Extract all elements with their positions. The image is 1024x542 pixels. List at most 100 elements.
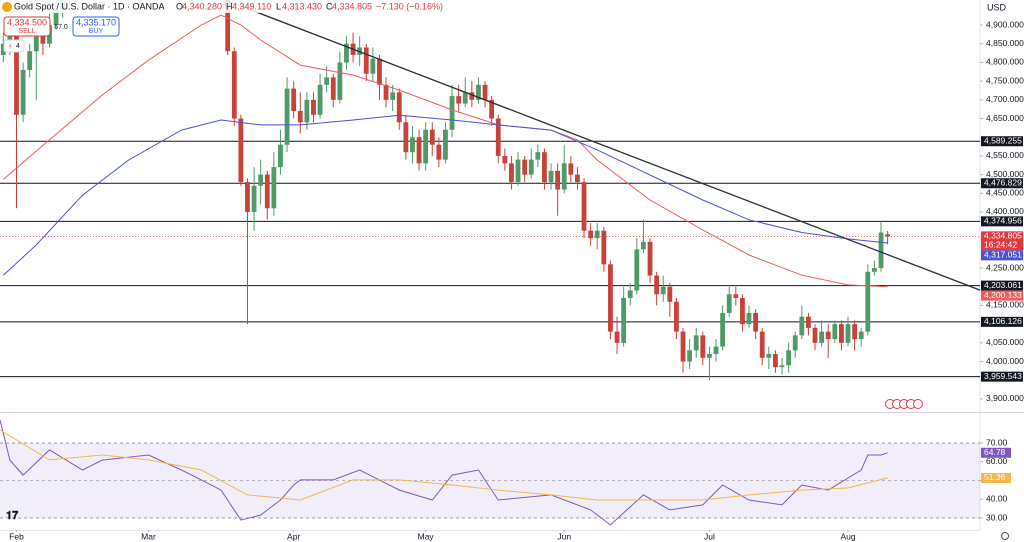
candle-body <box>238 118 244 183</box>
candle-body <box>858 331 864 340</box>
candle-body <box>489 99 495 119</box>
candle-body <box>515 159 521 183</box>
candle-body <box>885 234 891 237</box>
candle-body <box>878 232 884 269</box>
candle-body <box>647 241 653 276</box>
candle-body <box>845 324 851 343</box>
price-label-text: 4,476.829 <box>984 178 1022 188</box>
candle-body <box>740 297 745 325</box>
collapse-button[interactable] <box>3 39 25 53</box>
rsi-pane <box>0 419 980 526</box>
y-tick-label: 4,900.000 <box>986 19 1024 29</box>
candle-body <box>680 331 686 362</box>
rsi-y-tick-label: 40.00 <box>986 494 1008 504</box>
candle-body <box>403 122 409 153</box>
candle-body <box>614 331 620 343</box>
candle-body <box>416 137 422 164</box>
legend-change: −7.130 (−0.16%) <box>376 1 443 11</box>
price-label-bg <box>981 216 1023 227</box>
y-tick-label: 4,150.000 <box>986 300 1024 310</box>
candle-body <box>588 230 594 239</box>
candle-body <box>251 185 257 212</box>
price-label-bg <box>981 250 1023 261</box>
legend-key: C <box>326 1 333 11</box>
candle-body <box>482 84 488 100</box>
candle-body <box>726 294 732 313</box>
rsi-label-bg <box>981 472 1011 483</box>
candle-body <box>568 163 574 175</box>
candle-body <box>337 62 343 100</box>
candle-body <box>495 118 501 156</box>
candle-body <box>872 268 877 272</box>
sell-button[interactable] <box>3 16 51 37</box>
price-axis: 4,900.000 4,850.000 4,800.000 4,750.000 4,70… <box>980 19 1024 522</box>
candle-body <box>779 365 785 368</box>
candle-body <box>575 174 580 183</box>
settings-icon[interactable] <box>1001 532 1009 540</box>
candle-body <box>390 92 396 100</box>
symbol-title: Gold Spot / U.S. Dollar · 1D · OANDA <box>14 1 165 11</box>
candle-body <box>753 312 759 332</box>
candle-body <box>317 84 323 115</box>
candle-body <box>423 129 429 164</box>
candle-body <box>344 43 349 63</box>
legend-key: H <box>226 1 233 11</box>
price-label-bg <box>981 178 1023 189</box>
x-tick-label: Mar <box>141 531 156 541</box>
rsi-label: 64.78 <box>984 447 1006 457</box>
candle-body <box>601 230 607 265</box>
candle-body <box>852 324 858 340</box>
y-tick-label: 4,700.000 <box>986 94 1024 104</box>
collapse-count: 4 <box>16 43 20 50</box>
candle-body <box>311 99 316 115</box>
y-tick-label: 4,400.000 <box>986 206 1024 216</box>
rsi-line <box>0 429 888 501</box>
candle-body <box>20 69 26 115</box>
event-icon[interactable] <box>913 399 923 409</box>
candle-body <box>410 137 415 153</box>
candle-body <box>231 51 237 119</box>
candle-body <box>839 324 844 343</box>
candle-body <box>456 96 462 104</box>
price-label: 4,374.956 <box>981 216 1023 227</box>
candle-body <box>832 324 838 340</box>
rsi-band <box>0 443 980 518</box>
price-label: 4,203.061 <box>981 280 1023 291</box>
y-tick-label: 4,850.000 <box>986 38 1024 48</box>
price-label-bg <box>981 231 1023 251</box>
candle-body <box>27 51 33 70</box>
candle-body <box>759 331 765 358</box>
candle-body <box>707 354 712 358</box>
candle-body <box>806 316 811 328</box>
buy-label: BUY <box>89 28 104 35</box>
rsi-label-bg <box>981 447 1011 458</box>
candle-body <box>535 152 541 160</box>
candle-body <box>297 111 303 123</box>
legend-value: 4,334.805 <box>332 1 372 11</box>
buy-button[interactable] <box>72 16 120 37</box>
price-label-bg <box>981 371 1023 382</box>
candle-body <box>561 163 567 190</box>
candle-body <box>264 174 270 209</box>
collapse-arrow: ‹ <box>9 43 12 50</box>
rsi-y-tick-label: 60.00 <box>986 456 1008 466</box>
legend-key: L <box>276 1 281 11</box>
candle-body <box>396 92 402 123</box>
symbol-icon <box>2 2 12 12</box>
candle-body <box>825 331 831 340</box>
candle-body <box>258 174 264 186</box>
candle-body <box>641 241 646 250</box>
logo: 𝟏𝟕 <box>6 510 19 522</box>
candle-body <box>502 155 508 164</box>
candle-body <box>693 335 699 351</box>
candle-body <box>654 275 660 295</box>
price-label-text: 4,317.051 <box>984 250 1022 260</box>
candle-body <box>627 290 633 298</box>
x-tick-label: May <box>418 531 435 541</box>
x-tick-label: Apr <box>287 531 300 541</box>
trendline <box>224 0 980 291</box>
y-tick-label: 4,750.000 <box>986 75 1024 85</box>
moving-average <box>2 114 888 276</box>
